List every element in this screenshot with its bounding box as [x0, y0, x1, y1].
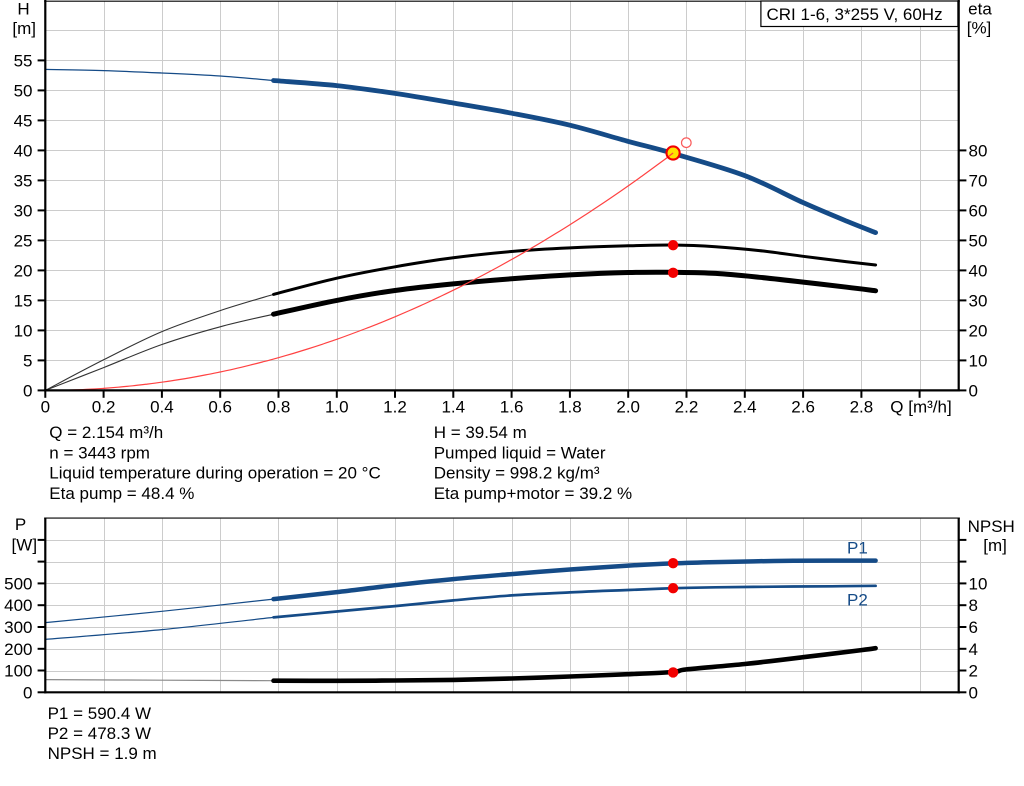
svg-text:P2: P2 [847, 590, 868, 609]
svg-text:1.4: 1.4 [441, 398, 465, 417]
svg-text:1.8: 1.8 [558, 398, 582, 417]
svg-text:10: 10 [969, 351, 988, 370]
svg-text:35: 35 [14, 171, 33, 190]
svg-text:400: 400 [4, 596, 32, 615]
svg-text:2.0: 2.0 [616, 398, 640, 417]
svg-text:0.6: 0.6 [208, 398, 232, 417]
svg-text:0.2: 0.2 [92, 398, 116, 417]
svg-text:[m]: [m] [983, 536, 1007, 555]
svg-text:40: 40 [969, 261, 988, 280]
svg-text:Eta pump = 48.4 %: Eta pump = 48.4 % [49, 484, 194, 503]
svg-text:[%]: [%] [967, 19, 992, 38]
svg-text:1.6: 1.6 [500, 398, 524, 417]
svg-text:100: 100 [4, 662, 32, 681]
svg-text:20: 20 [14, 261, 33, 280]
svg-text:55: 55 [14, 51, 33, 70]
svg-text:70: 70 [969, 171, 988, 190]
svg-text:[W]: [W] [12, 535, 38, 554]
svg-text:CRI 1-6, 3*255 V, 60Hz: CRI 1-6, 3*255 V, 60Hz [767, 5, 943, 24]
svg-text:Pumped liquid = Water: Pumped liquid = Water [434, 443, 606, 462]
svg-text:30: 30 [969, 291, 988, 310]
svg-text:0.8: 0.8 [267, 398, 291, 417]
svg-text:1.0: 1.0 [325, 398, 349, 417]
svg-text:300: 300 [4, 618, 32, 637]
svg-text:0: 0 [23, 381, 32, 400]
svg-text:40: 40 [14, 141, 33, 160]
svg-text:Eta pump+motor = 39.2 %: Eta pump+motor = 39.2 % [434, 484, 632, 503]
svg-text:30: 30 [14, 201, 33, 220]
svg-text:H = 39.54 m: H = 39.54 m [434, 423, 527, 442]
svg-text:200: 200 [4, 640, 32, 659]
svg-text:60: 60 [969, 201, 988, 220]
svg-text:0: 0 [23, 683, 32, 702]
svg-text:20: 20 [969, 321, 988, 340]
svg-text:10: 10 [14, 321, 33, 340]
svg-text:P2 = 478.3 W: P2 = 478.3 W [48, 724, 151, 743]
svg-text:4: 4 [969, 640, 978, 659]
svg-text:[m]: [m] [12, 19, 36, 38]
svg-text:NPSH: NPSH [968, 517, 1015, 536]
svg-text:15: 15 [14, 291, 33, 310]
svg-text:8: 8 [969, 596, 978, 615]
svg-text:2.4: 2.4 [733, 398, 757, 417]
svg-text:n = 3443 rpm: n = 3443 rpm [49, 443, 150, 462]
svg-text:10: 10 [969, 574, 988, 593]
svg-text:P1: P1 [847, 539, 868, 558]
svg-text:Q [m³/h]: Q [m³/h] [890, 398, 951, 417]
svg-text:eta: eta [968, 0, 992, 19]
svg-text:H: H [17, 0, 29, 19]
svg-text:P: P [15, 515, 26, 534]
svg-text:2: 2 [969, 662, 978, 681]
svg-text:2.8: 2.8 [850, 398, 874, 417]
svg-text:0: 0 [969, 683, 978, 702]
svg-text:0: 0 [969, 381, 978, 400]
svg-text:Density = 998.2 kg/m³: Density = 998.2 kg/m³ [434, 464, 600, 483]
svg-text:2.2: 2.2 [675, 398, 699, 417]
svg-text:5: 5 [23, 351, 32, 370]
svg-text:25: 25 [14, 231, 33, 250]
svg-text:0.4: 0.4 [150, 398, 174, 417]
svg-text:45: 45 [14, 111, 33, 130]
svg-text:1.2: 1.2 [383, 398, 407, 417]
svg-text:2.6: 2.6 [791, 398, 815, 417]
svg-text:P1 = 590.4 W: P1 = 590.4 W [48, 704, 151, 723]
svg-text:50: 50 [969, 231, 988, 250]
svg-text:80: 80 [969, 141, 988, 160]
svg-text:Liquid temperature during oper: Liquid temperature during operation = 20… [49, 464, 380, 483]
svg-text:NPSH = 1.9 m: NPSH = 1.9 m [48, 744, 157, 763]
svg-text:Q = 2.154 m³/h: Q = 2.154 m³/h [49, 423, 163, 442]
svg-text:0: 0 [41, 398, 50, 417]
svg-text:50: 50 [14, 81, 33, 100]
svg-text:500: 500 [4, 574, 32, 593]
svg-text:6: 6 [969, 618, 978, 637]
